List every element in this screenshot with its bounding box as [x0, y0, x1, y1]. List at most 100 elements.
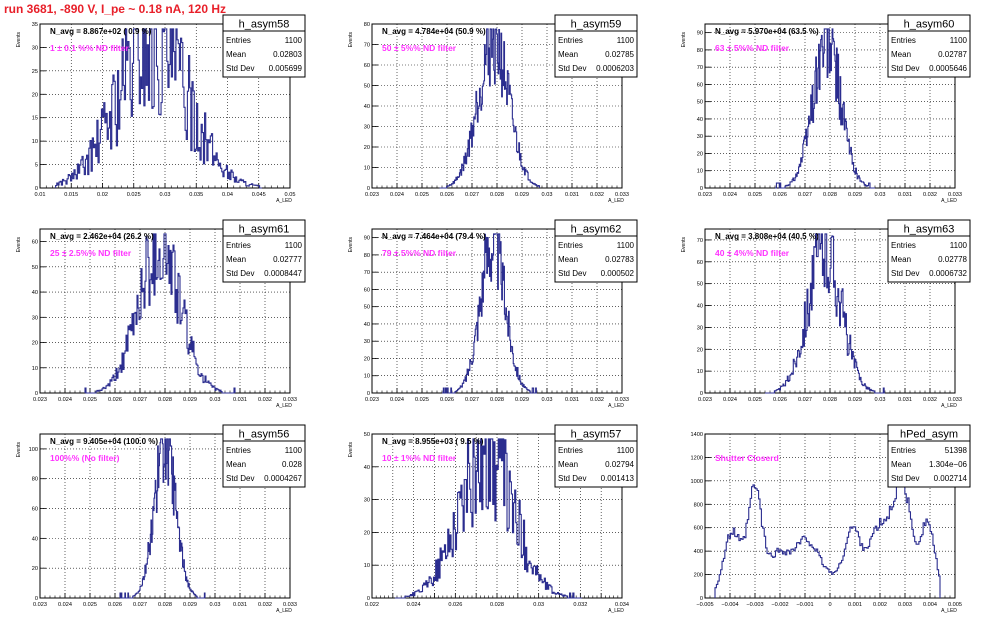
x-tick-label: 0.024 [390, 192, 404, 198]
x-tick-label: 0.026 [440, 192, 454, 198]
y-tick-label: 10 [364, 563, 370, 569]
x-tick-label: 0.025 [415, 192, 429, 198]
stats-label: Entries [226, 446, 251, 455]
x-tick-label: 0.002 [873, 602, 887, 608]
x-tick-label: 0.025 [127, 192, 141, 198]
x-tick-label: 0.033 [283, 602, 297, 608]
filter-annotation: 10 ± 1%% ND filter [382, 453, 457, 463]
y-tick-label: 30 [697, 325, 703, 331]
stats-label: Entries [891, 241, 916, 250]
histogram-name: h_asym58 [239, 19, 290, 31]
stats-value: 0.028 [282, 460, 303, 469]
stats-label: Std Dev [226, 474, 254, 483]
y-tick-label: 10 [364, 374, 370, 380]
x-tick-label: 0.027 [133, 397, 147, 403]
filter-annotation: 100%% (No filter) [50, 453, 120, 463]
y-tick-label: 80 [697, 48, 703, 54]
stats-value: 0.0005646 [929, 64, 967, 73]
x-axis-label: A_LED [941, 403, 957, 409]
x-tick-label: 0.026 [108, 602, 122, 608]
stats-box [554, 219, 638, 283]
y-tick-label: 50 [364, 305, 370, 311]
chart-h_asym62: 0.023 0.024 0.025 0.026 0.027 0.028 0.029 0.03 0… [348, 219, 638, 409]
stats-box [887, 219, 971, 283]
x-axis-label: A_LED [941, 608, 957, 614]
histogram-series-h_asym58 [55, 28, 262, 189]
x-tick-label: 0.004 [923, 602, 937, 608]
x-tick-label: 0.032 [590, 397, 604, 403]
y-tick-label: 25 [32, 69, 38, 75]
histogram-name: hPed_asym [900, 429, 958, 441]
y-axis-label: Events [681, 32, 687, 48]
run-title: run 3681, -890 V, I_pe ~ 0.18 nA, 120 Hz [4, 2, 227, 16]
histogram-series-h_asym56 [119, 438, 206, 599]
filter-annotation: 63 ± 5%% ND filter [715, 43, 790, 53]
y-tick-label: 0 [367, 391, 370, 397]
y-tick-label: 90 [697, 31, 703, 37]
x-tick-label: 0.028 [490, 397, 504, 403]
stats-label: Entries [558, 241, 583, 250]
stats-box [554, 424, 638, 488]
x-tick-label: 0.027 [465, 397, 479, 403]
y-tick-label: 20 [32, 566, 38, 572]
y-tick-label: 80 [32, 477, 38, 483]
stats-box [887, 424, 971, 488]
chart-h_asym60: 0.023 0.024 0.025 0.026 0.027 0.028 0.029 0.03 0… [681, 14, 971, 204]
x-tick-label: 0.024 [390, 397, 404, 403]
chart-h_asym63: 0.023 0.024 0.025 0.026 0.027 0.028 0.029 0.03 0… [681, 219, 971, 409]
x-axis-label: A_LED [608, 403, 624, 409]
y-tick-label: 40 [32, 536, 38, 542]
y-tick-label: 20 [364, 356, 370, 362]
y-tick-label: 30 [364, 339, 370, 345]
x-tick-label: 0.031 [898, 397, 912, 403]
x-tick-label: 0.03 [533, 602, 544, 608]
stats-label: Std Dev [558, 269, 586, 278]
x-tick-label: 0.022 [365, 602, 379, 608]
stats-label: Mean [891, 50, 911, 59]
y-tick-label: 50 [697, 100, 703, 106]
stats-value: 0.002714 [934, 474, 968, 483]
x-tick-label: 0.034 [615, 602, 629, 608]
filter-annotation: 25 ± 2.5%% ND filter [50, 248, 132, 258]
stats-value: 0.0008447 [264, 269, 302, 278]
stats-value: 0.02778 [938, 255, 967, 264]
x-tick-label: 0.023 [33, 602, 47, 608]
x-tick-label: 0.023 [698, 192, 712, 198]
stats-value: 1100 [950, 241, 968, 250]
stats-label: Mean [226, 255, 246, 264]
stats-label: Std Dev [558, 64, 586, 73]
x-tick-label: 0.025 [748, 397, 762, 403]
y-axis-label: Events [348, 32, 354, 48]
stats-label: Std Dev [891, 64, 919, 73]
stats-value: 0.005699 [269, 64, 303, 73]
x-tick-label: 0.031 [565, 192, 579, 198]
stats-label: Mean [891, 255, 911, 264]
stats-box [554, 14, 638, 78]
x-tick-label: −0.001 [796, 602, 813, 608]
x-tick-label: 0.01 [35, 192, 46, 198]
stats-value: 0.0006203 [596, 64, 634, 73]
y-tick-label: 70 [364, 43, 370, 49]
stats-value: 0.02777 [273, 255, 302, 264]
x-tick-label: 0.026 [773, 192, 787, 198]
y-tick-label: 1000 [691, 479, 703, 485]
stats-value: 1100 [617, 36, 635, 45]
histogram-name: h_asym56 [239, 429, 290, 441]
stats-box [222, 219, 306, 283]
stats-value: 0.02785 [605, 50, 634, 59]
y-tick-label: 70 [697, 238, 703, 244]
x-tick-label: 0.02 [97, 192, 108, 198]
x-tick-label: 0.027 [798, 397, 812, 403]
navg-label: N_avg = 7.464e+04 (79.4 %) [382, 232, 486, 241]
x-tick-label: 0.027 [798, 192, 812, 198]
x-tick-label: −0.004 [721, 602, 738, 608]
x-tick-label: 0.032 [258, 602, 272, 608]
y-tick-label: 20 [364, 145, 370, 151]
y-tick-label: 1200 [691, 455, 703, 461]
stats-label: Std Dev [891, 474, 919, 483]
chart-h_asym57: 0.022 0.024 0.026 0.028 0.03 0.032 0.034 0 10 20 3… [348, 424, 638, 614]
navg-label: N_avg = 5.970e+04 (63.5 %) [715, 27, 819, 36]
y-tick-label: 0 [367, 596, 370, 602]
x-tick-label: 0.028 [823, 397, 837, 403]
x-tick-label: 0.028 [490, 602, 504, 608]
